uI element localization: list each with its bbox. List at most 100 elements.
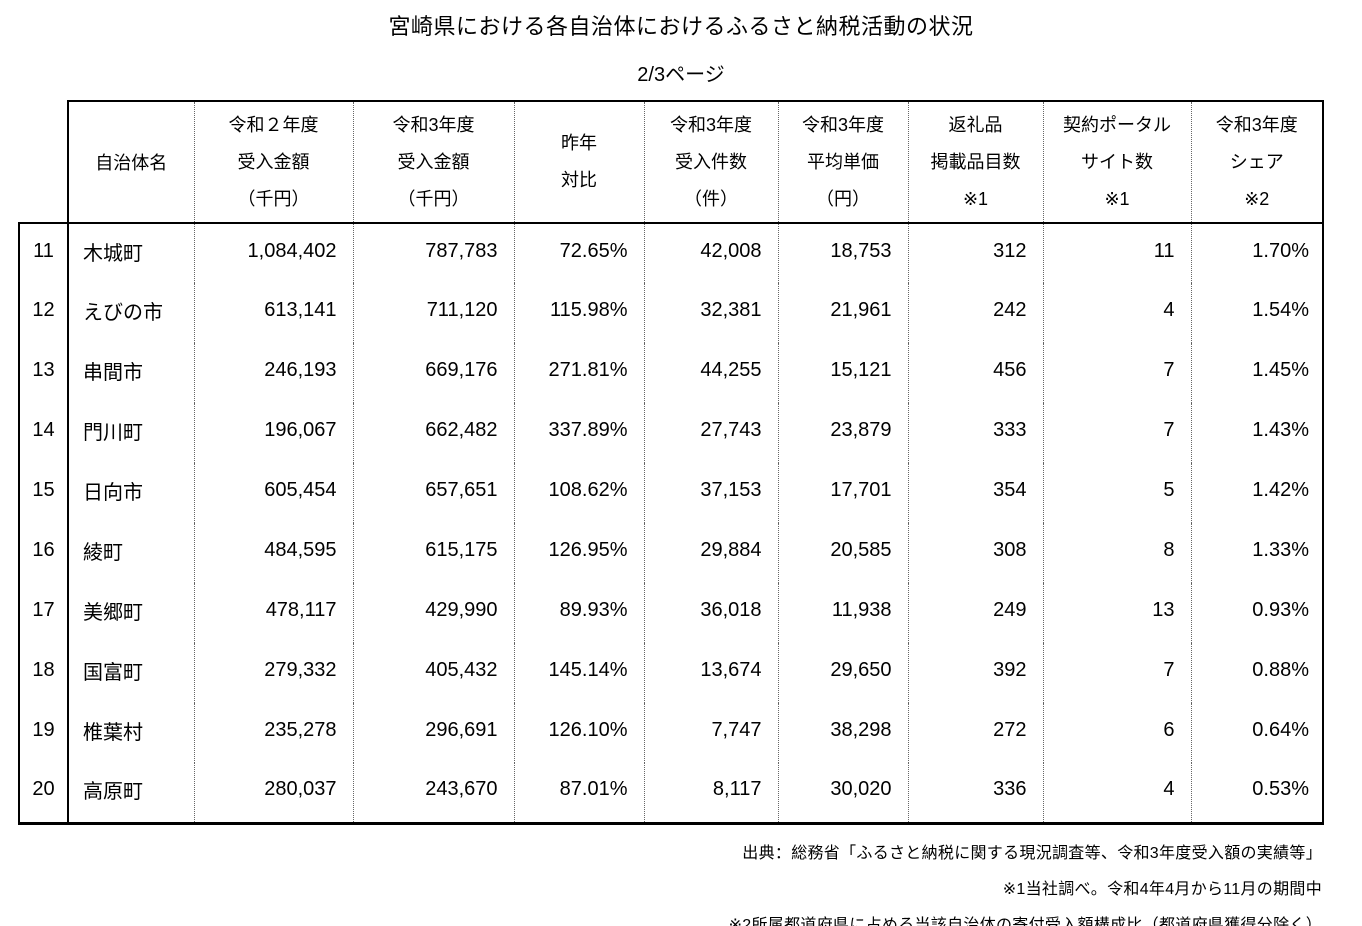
cell-r3-amount: 429,990 xyxy=(353,583,515,643)
cell-municipality: 串間市 xyxy=(68,343,195,403)
footnotes: 出典：総務省「ふるさと納税に関する現況調査等、令和3年度受入額の実績等」 ※1当… xyxy=(18,839,1322,926)
cell-r3-share: 1.43% xyxy=(1191,403,1324,463)
cell-municipality: 美郷町 xyxy=(68,583,195,643)
cell-yoy-ratio: 72.65% xyxy=(514,223,645,283)
cell-portal-sites: 13 xyxy=(1043,583,1192,643)
cell-yoy-ratio: 271.81% xyxy=(514,343,645,403)
cell-r3-avg-unit-price: 29,650 xyxy=(778,643,909,703)
cell-portal-sites: 7 xyxy=(1043,343,1192,403)
cell-portal-sites: 7 xyxy=(1043,643,1192,703)
cell-rank: 15 xyxy=(18,463,69,523)
cell-municipality: えびの市 xyxy=(68,283,195,343)
table-row: 19 椎葉村 235,278 296,691 126.10% 7,747 38,… xyxy=(18,703,1324,763)
cell-rank: 19 xyxy=(18,703,69,763)
footnote-source: 出典：総務省「ふるさと納税に関する現況調査等、令和3年度受入額の実績等」 xyxy=(742,844,1322,862)
cell-r3-share: 0.93% xyxy=(1191,583,1324,643)
cell-r3-share: 1.33% xyxy=(1191,523,1324,583)
cell-r3-avg-unit-price: 30,020 xyxy=(778,763,909,825)
table-body: 11 木城町 1,084,402 787,783 72.65% 42,008 1… xyxy=(18,223,1324,825)
cell-r3-share: 0.53% xyxy=(1191,763,1324,825)
cell-r2-amount: 235,278 xyxy=(194,703,354,763)
cell-portal-sites: 8 xyxy=(1043,523,1192,583)
cell-yoy-ratio: 126.95% xyxy=(514,523,645,583)
cell-r3-amount: 669,176 xyxy=(353,343,515,403)
cell-portal-sites: 4 xyxy=(1043,763,1192,825)
cell-yoy-ratio: 115.98% xyxy=(514,283,645,343)
cell-return-gift-items: 249 xyxy=(908,583,1044,643)
page-indicator: 2/3ページ xyxy=(637,64,725,86)
cell-yoy-ratio: 145.14% xyxy=(514,643,645,703)
cell-rank: 16 xyxy=(18,523,69,583)
cell-portal-sites: 4 xyxy=(1043,283,1192,343)
col-header-r3-amount: 令和3年度 受入金額 （千円） xyxy=(353,100,515,224)
cell-r2-amount: 246,193 xyxy=(194,343,354,403)
cell-r2-amount: 196,067 xyxy=(194,403,354,463)
cell-r3-share: 1.42% xyxy=(1191,463,1324,523)
cell-rank: 11 xyxy=(18,223,69,283)
cell-r3-count: 27,743 xyxy=(644,403,779,463)
cell-municipality: 日向市 xyxy=(68,463,195,523)
cell-r3-share: 1.45% xyxy=(1191,343,1324,403)
cell-r2-amount: 1,084,402 xyxy=(194,223,354,283)
cell-rank: 12 xyxy=(18,283,69,343)
cell-r3-avg-unit-price: 18,753 xyxy=(778,223,909,283)
cell-r3-count: 36,018 xyxy=(644,583,779,643)
cell-r3-count: 32,381 xyxy=(644,283,779,343)
table-row: 14 門川町 196,067 662,482 337.89% 27,743 23… xyxy=(18,403,1324,463)
cell-r3-share: 0.64% xyxy=(1191,703,1324,763)
col-header-portal-sites: 契約ポータル サイト数 ※1 xyxy=(1043,100,1192,224)
table-row: 15 日向市 605,454 657,651 108.62% 37,153 17… xyxy=(18,463,1324,523)
table-row: 12 えびの市 613,141 711,120 115.98% 32,381 2… xyxy=(18,283,1324,343)
cell-r3-amount: 243,670 xyxy=(353,763,515,825)
cell-r3-count: 44,255 xyxy=(644,343,779,403)
cell-r2-amount: 279,332 xyxy=(194,643,354,703)
cell-return-gift-items: 354 xyxy=(908,463,1044,523)
col-header-r3-share: 令和3年度 シェア ※2 xyxy=(1191,100,1324,224)
cell-municipality: 木城町 xyxy=(68,223,195,283)
cell-return-gift-items: 272 xyxy=(908,703,1044,763)
cell-r3-avg-unit-price: 20,585 xyxy=(778,523,909,583)
cell-return-gift-items: 336 xyxy=(908,763,1044,825)
cell-r3-avg-unit-price: 17,701 xyxy=(778,463,909,523)
cell-r3-avg-unit-price: 11,938 xyxy=(778,583,909,643)
cell-yoy-ratio: 126.10% xyxy=(514,703,645,763)
cell-r3-amount: 657,651 xyxy=(353,463,515,523)
cell-portal-sites: 6 xyxy=(1043,703,1192,763)
cell-r3-amount: 296,691 xyxy=(353,703,515,763)
cell-r3-amount: 405,432 xyxy=(353,643,515,703)
cell-municipality: 門川町 xyxy=(68,403,195,463)
cell-r3-share: 0.88% xyxy=(1191,643,1324,703)
cell-portal-sites: 5 xyxy=(1043,463,1192,523)
table-header: 自治体名 令和２年度 受入金額 （千円） 令和3年度 受入金額 （千円） 昨年 … xyxy=(19,100,1324,224)
cell-r3-share: 1.70% xyxy=(1191,223,1324,283)
cell-portal-sites: 11 xyxy=(1043,223,1192,283)
cell-r2-amount: 613,141 xyxy=(194,283,354,343)
cell-r3-avg-unit-price: 23,879 xyxy=(778,403,909,463)
cell-yoy-ratio: 89.93% xyxy=(514,583,645,643)
header-row: 自治体名 令和２年度 受入金額 （千円） 令和3年度 受入金額 （千円） 昨年 … xyxy=(19,100,1324,224)
footnote-note1: ※1当社調べ。令和4年4月から11月の期間中 xyxy=(1002,880,1322,898)
cell-return-gift-items: 456 xyxy=(908,343,1044,403)
page-title: 宮崎県における各自治体におけるふるさと納税活動の状況 xyxy=(388,14,974,39)
col-header-r3-avg-unit-price: 令和3年度 平均単価 （円） xyxy=(778,100,909,224)
furusato-nozei-table: 自治体名 令和２年度 受入金額 （千円） 令和3年度 受入金額 （千円） 昨年 … xyxy=(18,100,1324,825)
cell-r2-amount: 484,595 xyxy=(194,523,354,583)
cell-r3-count: 29,884 xyxy=(644,523,779,583)
col-header-r3-count: 令和3年度 受入件数 （件） xyxy=(644,100,779,224)
cell-municipality: 高原町 xyxy=(68,763,195,825)
cell-rank: 17 xyxy=(18,583,69,643)
col-header-r2-amount: 令和２年度 受入金額 （千円） xyxy=(194,100,354,224)
cell-r3-share: 1.54% xyxy=(1191,283,1324,343)
table-row: 13 串間市 246,193 669,176 271.81% 44,255 15… xyxy=(18,343,1324,403)
cell-return-gift-items: 392 xyxy=(908,643,1044,703)
cell-municipality: 国富町 xyxy=(68,643,195,703)
header-corner-cell xyxy=(19,101,68,224)
cell-r3-count: 37,153 xyxy=(644,463,779,523)
cell-r3-amount: 711,120 xyxy=(353,283,515,343)
cell-rank: 14 xyxy=(18,403,69,463)
cell-r3-amount: 615,175 xyxy=(353,523,515,583)
cell-r3-avg-unit-price: 15,121 xyxy=(778,343,909,403)
cell-yoy-ratio: 87.01% xyxy=(514,763,645,825)
cell-r2-amount: 280,037 xyxy=(194,763,354,825)
cell-r3-amount: 787,783 xyxy=(353,223,515,283)
